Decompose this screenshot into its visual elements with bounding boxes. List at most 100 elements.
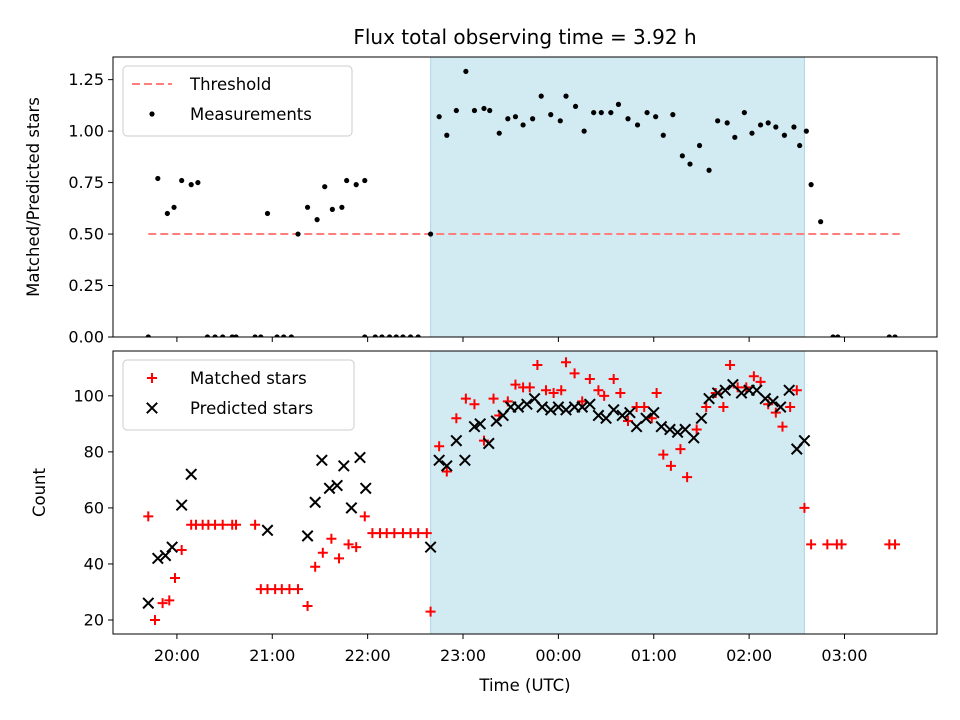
measurements-point (453, 107, 459, 114)
matched-stars-point (890, 539, 901, 550)
matched-stars-point (434, 441, 445, 452)
measurements-point (598, 109, 604, 116)
predicted-stars-point (671, 426, 684, 439)
predicted-stars-point (261, 524, 274, 537)
measurements-point (773, 124, 779, 130)
matched-stars-point (293, 584, 304, 595)
matched-stars-point (822, 539, 833, 550)
predicted-stars-point (544, 403, 557, 416)
y-tick-label: 1.25 (68, 70, 104, 89)
measurements-point (818, 219, 824, 225)
matched-stars-point (584, 374, 595, 385)
predicted-stars-point (640, 412, 653, 425)
measurements-point (538, 93, 544, 99)
matched-stars-point (658, 449, 669, 460)
measurements-point (608, 109, 614, 116)
matched-stars-point (250, 519, 261, 530)
predicted-stars-point (301, 530, 314, 542)
measurements-point (258, 334, 264, 337)
measurements-point (415, 334, 421, 337)
predicted-stars-point (482, 437, 495, 450)
measurements-point (687, 161, 693, 167)
predicted-stars-point (695, 412, 708, 425)
predicted-stars-point (703, 392, 715, 405)
measurements-point (615, 101, 622, 107)
predicted-stars-point (767, 395, 779, 408)
matched-stars-point (469, 399, 480, 410)
matched-stars-point (799, 502, 810, 513)
measurements-point (757, 122, 764, 128)
predicted-stars-point (583, 398, 596, 411)
matched-stars-point (682, 472, 693, 483)
matched-stars-point (421, 528, 432, 539)
matched-stars-point (691, 424, 702, 435)
matched-stars-point (791, 385, 802, 396)
predicted-stars-point (560, 403, 572, 416)
matched-stars-point (725, 360, 736, 371)
matched-stars-point (359, 511, 370, 522)
matched-stars-point (310, 561, 321, 572)
legend-threshold-label: Threshold (189, 75, 271, 94)
x-tick-label: 03:00 (821, 646, 867, 665)
predicted-stars-point (159, 549, 172, 562)
measurements-point (487, 107, 493, 114)
measurements-point (362, 177, 368, 184)
y-tick-label: 40 (84, 554, 104, 573)
matched-stars-point (701, 402, 712, 413)
measurements-point (436, 114, 442, 120)
measurements-point (252, 334, 258, 337)
measurements-point (471, 107, 478, 114)
predicted-stars-point (315, 454, 328, 467)
matched-stars-point (157, 598, 168, 609)
matched-stars-point (510, 379, 521, 390)
matched-stars-point (569, 368, 580, 379)
predicted-stars-point (655, 420, 668, 433)
measurements-point (886, 334, 892, 337)
matched-stars-point (326, 533, 337, 544)
x-tick-label: 20:00 (154, 646, 200, 665)
matched-stars-point (284, 584, 295, 595)
predicted-stars-point (520, 398, 533, 411)
x-axis-label: Time (UTC) (478, 676, 570, 695)
measurements-point (505, 116, 511, 122)
measurements-point (830, 334, 836, 337)
predicted-stars-point (774, 401, 787, 413)
measurements-point (329, 206, 335, 212)
y-tick-label: 0.00 (68, 328, 104, 347)
measurements-point (379, 334, 385, 337)
measurements-point (188, 182, 194, 188)
matched-stars-point (615, 388, 626, 399)
predicted-stars-point (687, 431, 700, 444)
predicted-stars-point (424, 541, 437, 554)
measurements-point (765, 120, 771, 126)
legend-matched-stars-label: Matched stars (190, 369, 307, 388)
predicted-stars-point (607, 403, 620, 416)
matched-stars-point (623, 416, 633, 427)
measurements-point (372, 334, 378, 337)
matched-stars-point (334, 553, 345, 564)
measurements-point (179, 177, 185, 184)
matched-stars-point (548, 388, 559, 399)
matched-stars-point (389, 528, 400, 539)
matched-stars-point (639, 402, 650, 413)
matched-stars-point (143, 511, 154, 522)
measurements-point (212, 334, 218, 337)
measurements-point (732, 134, 738, 140)
matched-stars-point (561, 357, 572, 368)
predicted-stars-point (166, 541, 179, 554)
legend-measurements-marker (149, 111, 155, 117)
matched-stars-point (317, 547, 328, 558)
measurements-point (892, 334, 898, 337)
predicted-stars-point (345, 502, 358, 514)
y-tick-label: 0.50 (68, 225, 104, 244)
matched-stars-point (675, 444, 686, 455)
matched-stars-point (665, 460, 676, 471)
x-tick-label: 23:00 (440, 646, 486, 665)
predicted-stars-point (450, 434, 463, 447)
legend-measurements-label: Measurements (190, 105, 312, 124)
x-tick-label: 22:00 (345, 646, 391, 665)
predicted-stars-point (433, 454, 446, 467)
axes-frame (112, 350, 938, 635)
y-tick-label: 60 (84, 498, 104, 517)
x-tick-label: 00:00 (535, 646, 581, 665)
